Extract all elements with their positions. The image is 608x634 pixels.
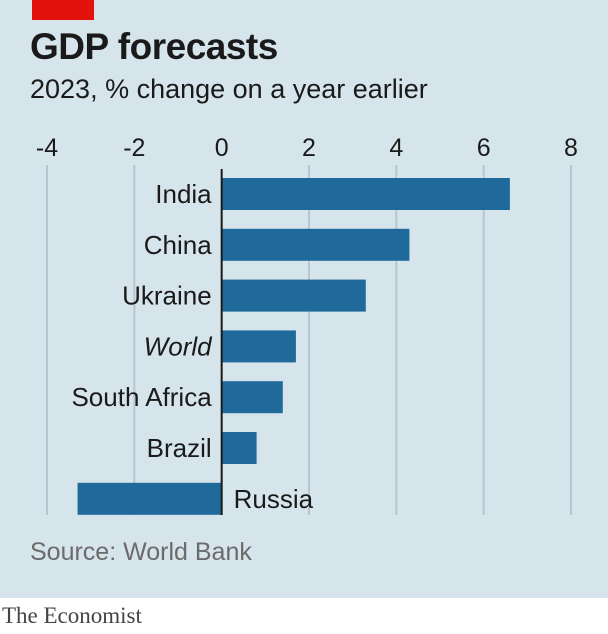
bar-world <box>221 330 296 363</box>
x-tick-label: -4 <box>36 134 58 162</box>
category-label: India <box>155 179 212 209</box>
category-label: Brazil <box>147 433 212 463</box>
category-labels: India China Ukraine World South Africa Brazil… <box>71 179 313 514</box>
bar-ukraine <box>221 279 366 312</box>
x-tick-label: 0 <box>215 134 229 162</box>
category-label: World <box>144 331 213 361</box>
chart-title: GDP forecasts <box>30 26 278 67</box>
x-tick-labels: -4 -2 0 2 4 6 8 <box>36 134 578 162</box>
bar-china <box>221 228 410 261</box>
category-label: Russia <box>234 484 314 514</box>
brand-wordmark: The Economist <box>2 603 142 628</box>
x-tick-label: 2 <box>302 134 316 162</box>
bar-chart: -4 -2 0 2 4 6 8 India China Ukraine World South Af… <box>36 134 578 515</box>
x-tick-label: 4 <box>389 134 403 162</box>
x-tick-label: 6 <box>477 134 491 162</box>
bar-brazil <box>221 432 257 464</box>
gridlines <box>46 165 572 515</box>
category-label: Ukraine <box>122 281 212 311</box>
chart-subtitle: 2023, % change on a year earlier <box>30 74 428 104</box>
bar-south-africa <box>221 381 283 414</box>
bar-russia <box>77 482 222 515</box>
bar-india <box>221 178 510 210</box>
brand-red-tag <box>32 0 94 20</box>
category-label: South Africa <box>71 382 212 412</box>
x-tick-label: 8 <box>564 134 578 162</box>
x-tick-label: -2 <box>123 134 145 162</box>
source-note: Source: World Bank <box>30 538 252 566</box>
bars <box>77 178 510 515</box>
category-label: China <box>144 230 212 260</box>
